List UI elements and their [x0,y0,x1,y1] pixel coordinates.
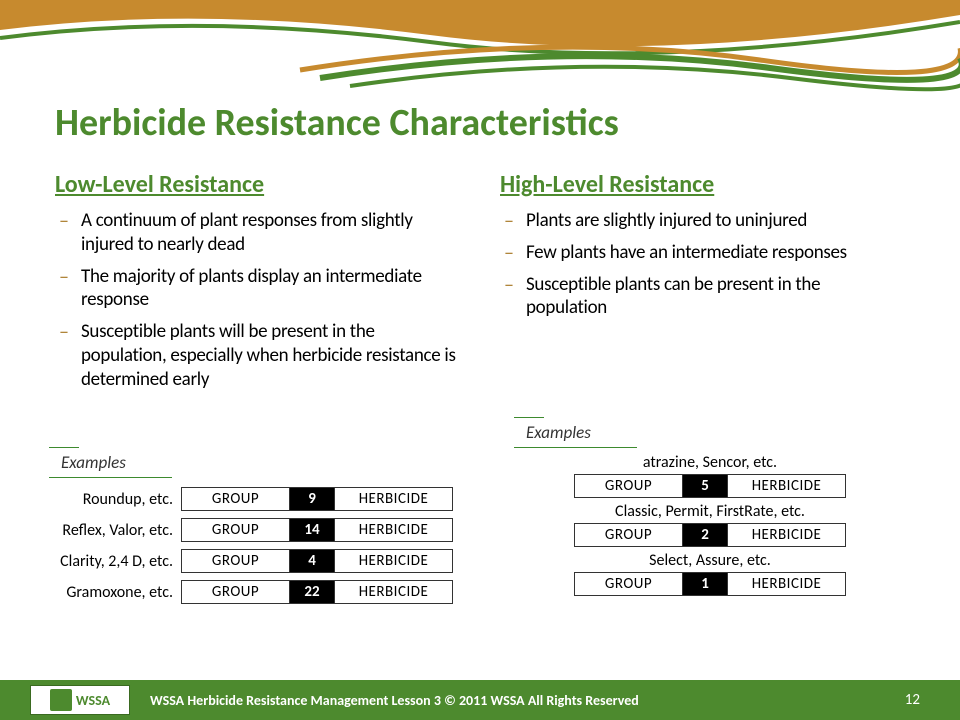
group-box: GROUP 5 HERBICIDE [574,474,846,498]
table-row: Classic, Permit, FirstRate, etc. GROUP 2… [510,502,910,547]
group-box: GROUP 9 HERBICIDE [181,487,453,511]
herbicide-text: HERBICIDE [727,475,845,497]
right-column: High-Level Resistance Plants are slightl… [500,170,905,399]
table-row: Gramoxone, etc. GROUP 22 HERBICIDE [45,580,475,604]
group-number: 2 [683,524,727,546]
high-examples-section: Examples atrazine, Sencor, etc. GROUP 5 … [510,420,910,600]
wssa-logo: WSSA [30,685,130,715]
herbicide-text: HERBICIDE [334,581,452,603]
example-label: Select, Assure, etc. [510,551,910,570]
bullet-item: Susceptible plants will be present in th… [81,320,460,391]
group-box: GROUP 2 HERBICIDE [574,523,846,547]
group-text: GROUP [182,488,290,510]
low-level-bullets: A continuum of plant responses from slig… [55,209,460,391]
high-level-bullets: Plants are slightly injured to uninjured… [500,209,905,320]
examples-label: Examples [520,420,597,445]
herbicide-text: HERBICIDE [334,550,452,572]
group-number: 22 [290,581,334,603]
table-row: atrazine, Sencor, etc. GROUP 5 HERBICIDE [510,453,910,498]
group-text: GROUP [575,475,683,497]
bullet-item: The majority of plants display an interm… [81,265,460,313]
left-column: Low-Level Resistance A continuum of plan… [55,170,460,399]
bullet-item: Susceptible plants can be present in the… [526,273,905,321]
low-examples-section: Examples Roundup, etc. GROUP 9 HERBICIDE… [45,450,475,611]
group-text: GROUP [182,581,290,603]
group-text: GROUP [575,524,683,546]
group-box: GROUP 1 HERBICIDE [574,572,846,596]
wssa-logo-text: WSSA [76,692,110,709]
example-label: atrazine, Sencor, etc. [510,453,910,472]
example-label: Reflex, Valor, etc. [45,521,181,540]
header-decorative-curves [0,0,960,100]
group-box: GROUP 22 HERBICIDE [181,580,453,604]
herbicide-text: HERBICIDE [727,573,845,595]
slide-footer: WSSA WSSA Herbicide Resistance Managemen… [0,680,960,720]
example-label: Clarity, 2,4 D, etc. [45,552,181,571]
group-number: 4 [290,550,334,572]
herbicide-text: HERBICIDE [334,488,452,510]
example-label: Roundup, etc. [45,490,181,509]
group-box: GROUP 4 HERBICIDE [181,549,453,573]
table-row: Roundup, etc. GROUP 9 HERBICIDE [45,487,475,511]
low-level-heading: Low-Level Resistance [55,170,460,199]
example-label: Classic, Permit, FirstRate, etc. [510,502,910,521]
table-row: Reflex, Valor, etc. GROUP 14 HERBICIDE [45,518,475,542]
high-level-heading: High-Level Resistance [500,170,905,199]
high-examples-table: atrazine, Sencor, etc. GROUP 5 HERBICIDE… [510,453,910,596]
group-number: 9 [290,488,334,510]
group-text: GROUP [575,573,683,595]
slide-title: Herbicide Resistance Characteristics [55,100,619,146]
table-row: Select, Assure, etc. GROUP 1 HERBICIDE [510,551,910,596]
examples-label: Examples [55,450,132,475]
wssa-logo-icon [50,689,72,711]
bullet-item: A continuum of plant responses from slig… [81,209,460,257]
group-text: GROUP [182,519,290,541]
group-box: GROUP 14 HERBICIDE [181,518,453,542]
page-number: 12 [905,691,920,709]
group-number: 1 [683,573,727,595]
group-number: 14 [290,519,334,541]
footer-text: WSSA Herbicide Resistance Management Les… [150,692,639,709]
content-columns: Low-Level Resistance A continuum of plan… [55,170,905,399]
example-label: Gramoxone, etc. [45,583,181,602]
group-number: 5 [683,475,727,497]
bullet-item: Few plants have an intermediate response… [526,241,905,265]
bullet-item: Plants are slightly injured to uninjured [526,209,905,233]
group-text: GROUP [182,550,290,572]
low-examples-table: Roundup, etc. GROUP 9 HERBICIDE Reflex, … [45,487,475,604]
table-row: Clarity, 2,4 D, etc. GROUP 4 HERBICIDE [45,549,475,573]
herbicide-text: HERBICIDE [727,524,845,546]
herbicide-text: HERBICIDE [334,519,452,541]
